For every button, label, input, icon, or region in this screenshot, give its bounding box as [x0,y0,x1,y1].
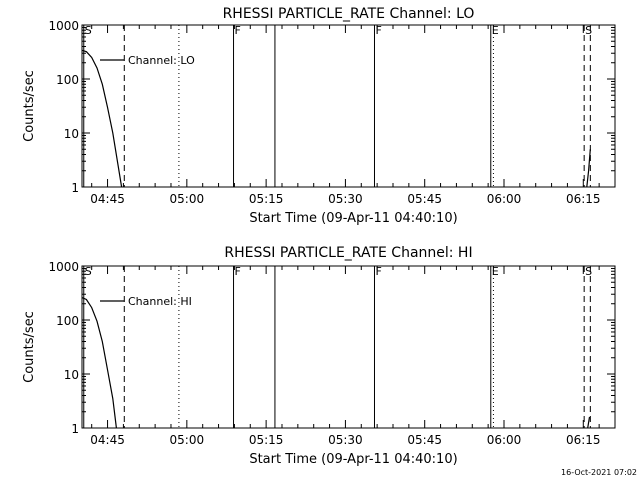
series-line [81,297,117,429]
plot-frame [81,265,616,429]
x-tick-label: 04:45 [90,433,125,447]
x-tick-label: 06:15 [566,433,601,447]
chart-panel-hi: RHESSI PARTICLE_RATE Channel: HI 1 10 100 10… [22,245,616,467]
y-tick-label: 1000 [48,260,79,274]
x-tick-label: 06:00 [487,192,522,206]
x-tick-label: 06:15 [566,192,601,206]
marker-label: S [85,24,92,37]
legend-label: Channel: HI [128,295,192,308]
y-tick-label: 1000 [48,19,79,33]
y-tick-label: 10 [64,127,79,141]
marker-label: F [375,265,381,278]
x-axis-label: Start Time (09-Apr-11 04:40:10) [249,211,457,226]
chart-panel-lo: RHESSI PARTICLE_RATE Channel: LO 1 10 100 10… [22,6,616,226]
y-tick-label: 10 [64,368,79,382]
y-tick-label: 1 [71,422,79,436]
marker-label: E [492,265,499,278]
marker-label: F [235,265,241,278]
x-tick-label: 04:45 [90,192,125,206]
marker-label: F [375,24,381,37]
marker-label: E [492,24,499,37]
x-tick-label: 06:00 [487,433,522,447]
x-tick-label: 05:15 [249,433,284,447]
x-tick-label: 05:00 [170,433,205,447]
marker-label: S [585,265,592,278]
plot-frame [81,24,616,188]
x-tick-label: 05:15 [249,192,284,206]
y-tick-label: 100 [56,73,79,87]
marker-label: F [235,24,241,37]
series-line [586,149,591,188]
x-tick-label: 05:30 [328,192,363,206]
x-tick-label: 05:30 [328,433,363,447]
marker-label: S [85,265,92,278]
legend-label: Channel: LO [128,54,195,67]
series-line [587,416,591,429]
x-tick-label: 05:45 [407,192,442,206]
series-line [81,49,123,188]
y-tick-label: 1 [71,181,79,195]
y-tick-label: 100 [56,314,79,328]
footer-date: 16-Oct-2021 07:02 [561,468,637,477]
marker-label: S [585,24,592,37]
chart-title: RHESSI PARTICLE_RATE Channel: LO [223,6,475,22]
x-tick-label: 05:45 [407,433,442,447]
chart-title: RHESSI PARTICLE_RATE Channel: HI [224,245,472,261]
y-axis-label: Counts/sec [22,311,37,383]
x-tick-label: 05:00 [170,192,205,206]
x-axis-label: Start Time (09-Apr-11 04:40:10) [249,452,457,467]
y-axis-label: Counts/sec [22,70,37,142]
